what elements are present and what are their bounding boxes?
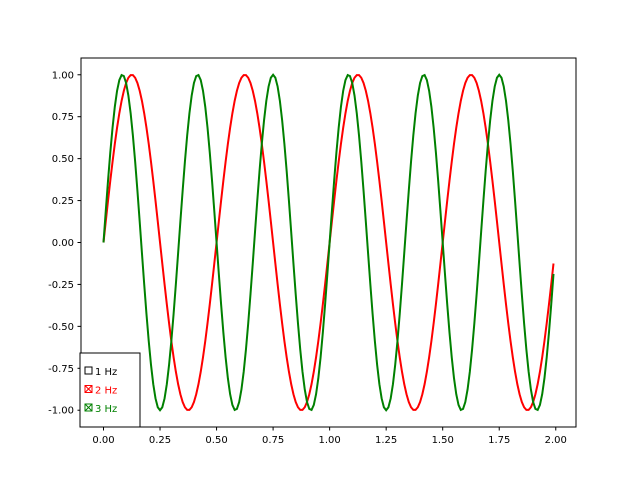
y-tick-label: -0.50	[48, 322, 74, 333]
y-tick-label: 0.75	[52, 112, 74, 123]
y-tick-label: -0.75	[48, 364, 74, 375]
checkbox-icon[interactable]	[84, 366, 93, 375]
y-tick-label: 0.50	[52, 154, 74, 165]
y-tick-label: -1.00	[48, 406, 74, 417]
x-tick-label: 0.00	[92, 435, 114, 446]
x-tick-label: 0.75	[262, 435, 284, 446]
check-button-label: 2 Hz	[95, 386, 117, 397]
series-line-2-hz	[102, 74, 555, 411]
x-tick-label: 1.75	[488, 435, 510, 446]
check-button-label: 1 Hz	[95, 367, 117, 378]
check-button-label: 3 Hz	[95, 404, 117, 415]
y-tick-label: 1.00	[52, 70, 74, 81]
y-tick-label: 0.25	[52, 196, 74, 207]
x-tick-label: 0.50	[205, 435, 227, 446]
x-tick-label: 1.50	[432, 435, 454, 446]
check-buttons-panel[interactable]: 1 Hz 2 Hz 3 Hz	[79, 352, 141, 428]
x-tick-label: 1.25	[375, 435, 397, 446]
y-tick-label: -0.25	[48, 280, 74, 291]
x-tick-label: 1.00	[318, 435, 340, 446]
x-tick-label: 2.00	[545, 435, 567, 446]
y-tick-label: 0.00	[52, 238, 74, 249]
axes-frame	[80, 57, 577, 428]
check-button-2-hz[interactable]: 2 Hz	[84, 385, 117, 397]
series-line-3-hz	[102, 73, 555, 412]
check-mark-icon	[84, 385, 93, 393]
check-mark-icon	[84, 403, 93, 412]
x-tick-label: 0.25	[149, 435, 171, 446]
check-button-3-hz[interactable]: 3 Hz	[84, 403, 117, 415]
check-button-1-hz[interactable]: 1 Hz	[84, 366, 117, 378]
